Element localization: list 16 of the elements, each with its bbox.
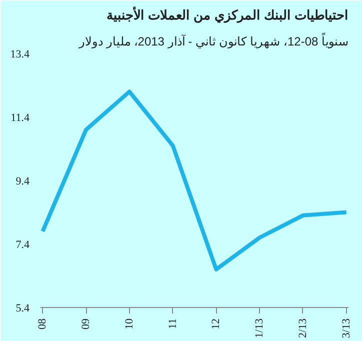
y-tick-label: 11.4 [10, 112, 30, 124]
x-tick-label: 11 [166, 318, 179, 330]
x-tick-label: 12 [210, 318, 222, 330]
x-tick-label: 10 [123, 318, 136, 330]
x-tick-label: 3/13 [340, 318, 352, 338]
x-tick-label: 08 [36, 318, 49, 330]
y-tick-label: 7.4 [16, 239, 30, 251]
line-series [40, 90, 348, 272]
y-tick-label: 5.4 [16, 302, 30, 314]
y-tick-label: 9.4 [16, 176, 30, 188]
chart-subtitle: سنوياً 08-12، شهريا كانون ثاني - آذار 2013، مليار دولار [78, 32, 349, 48]
chart-title: احتياطيات البنك المركزي من العملات الأجنبية [106, 6, 349, 24]
y-tick-label: 13.4 [10, 48, 30, 60]
x-tick-label: 09 [80, 318, 92, 330]
x-tick-label: 2/13 [296, 318, 309, 338]
x-tick-label: 1/13 [254, 318, 266, 338]
